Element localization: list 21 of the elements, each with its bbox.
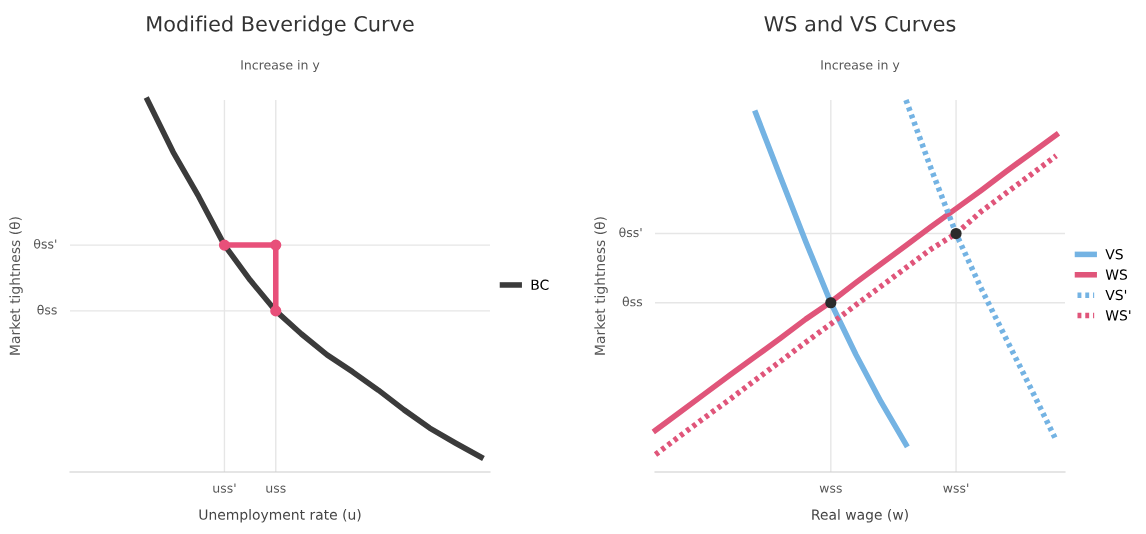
legend-label: WS' [1105,310,1131,321]
ref-line-label: θss [622,296,643,307]
chart-subtitle: Increase in y [821,59,900,73]
x-axis-title: Unemployment rate (u) [199,509,361,523]
x-tick-label: wss [819,485,842,493]
chart-subtitle: Increase in y [241,59,320,73]
legend-label: WS [1105,269,1128,280]
x-tick-label: uss [266,485,286,493]
legend-label: BC [531,279,549,291]
ref-line-label: θss [37,304,57,315]
y-axis-title: Market tightness (θ) [9,217,23,355]
ref-line-label: θss' [619,227,642,238]
x-tick-label: wss' [943,483,969,493]
chart-title: WS and VS Curves [764,15,956,32]
x-axis-title: Real wage (w) [812,509,908,523]
legend-label: VS [1105,248,1123,260]
chart-title: Modified Beveridge Curve [147,15,414,36]
legend-label: VS' [1105,289,1127,301]
x-tick-label: uss' [213,483,236,493]
y-axis-title: Market tightness (θ) [594,217,608,355]
ref-line-label: θss' [33,238,57,249]
